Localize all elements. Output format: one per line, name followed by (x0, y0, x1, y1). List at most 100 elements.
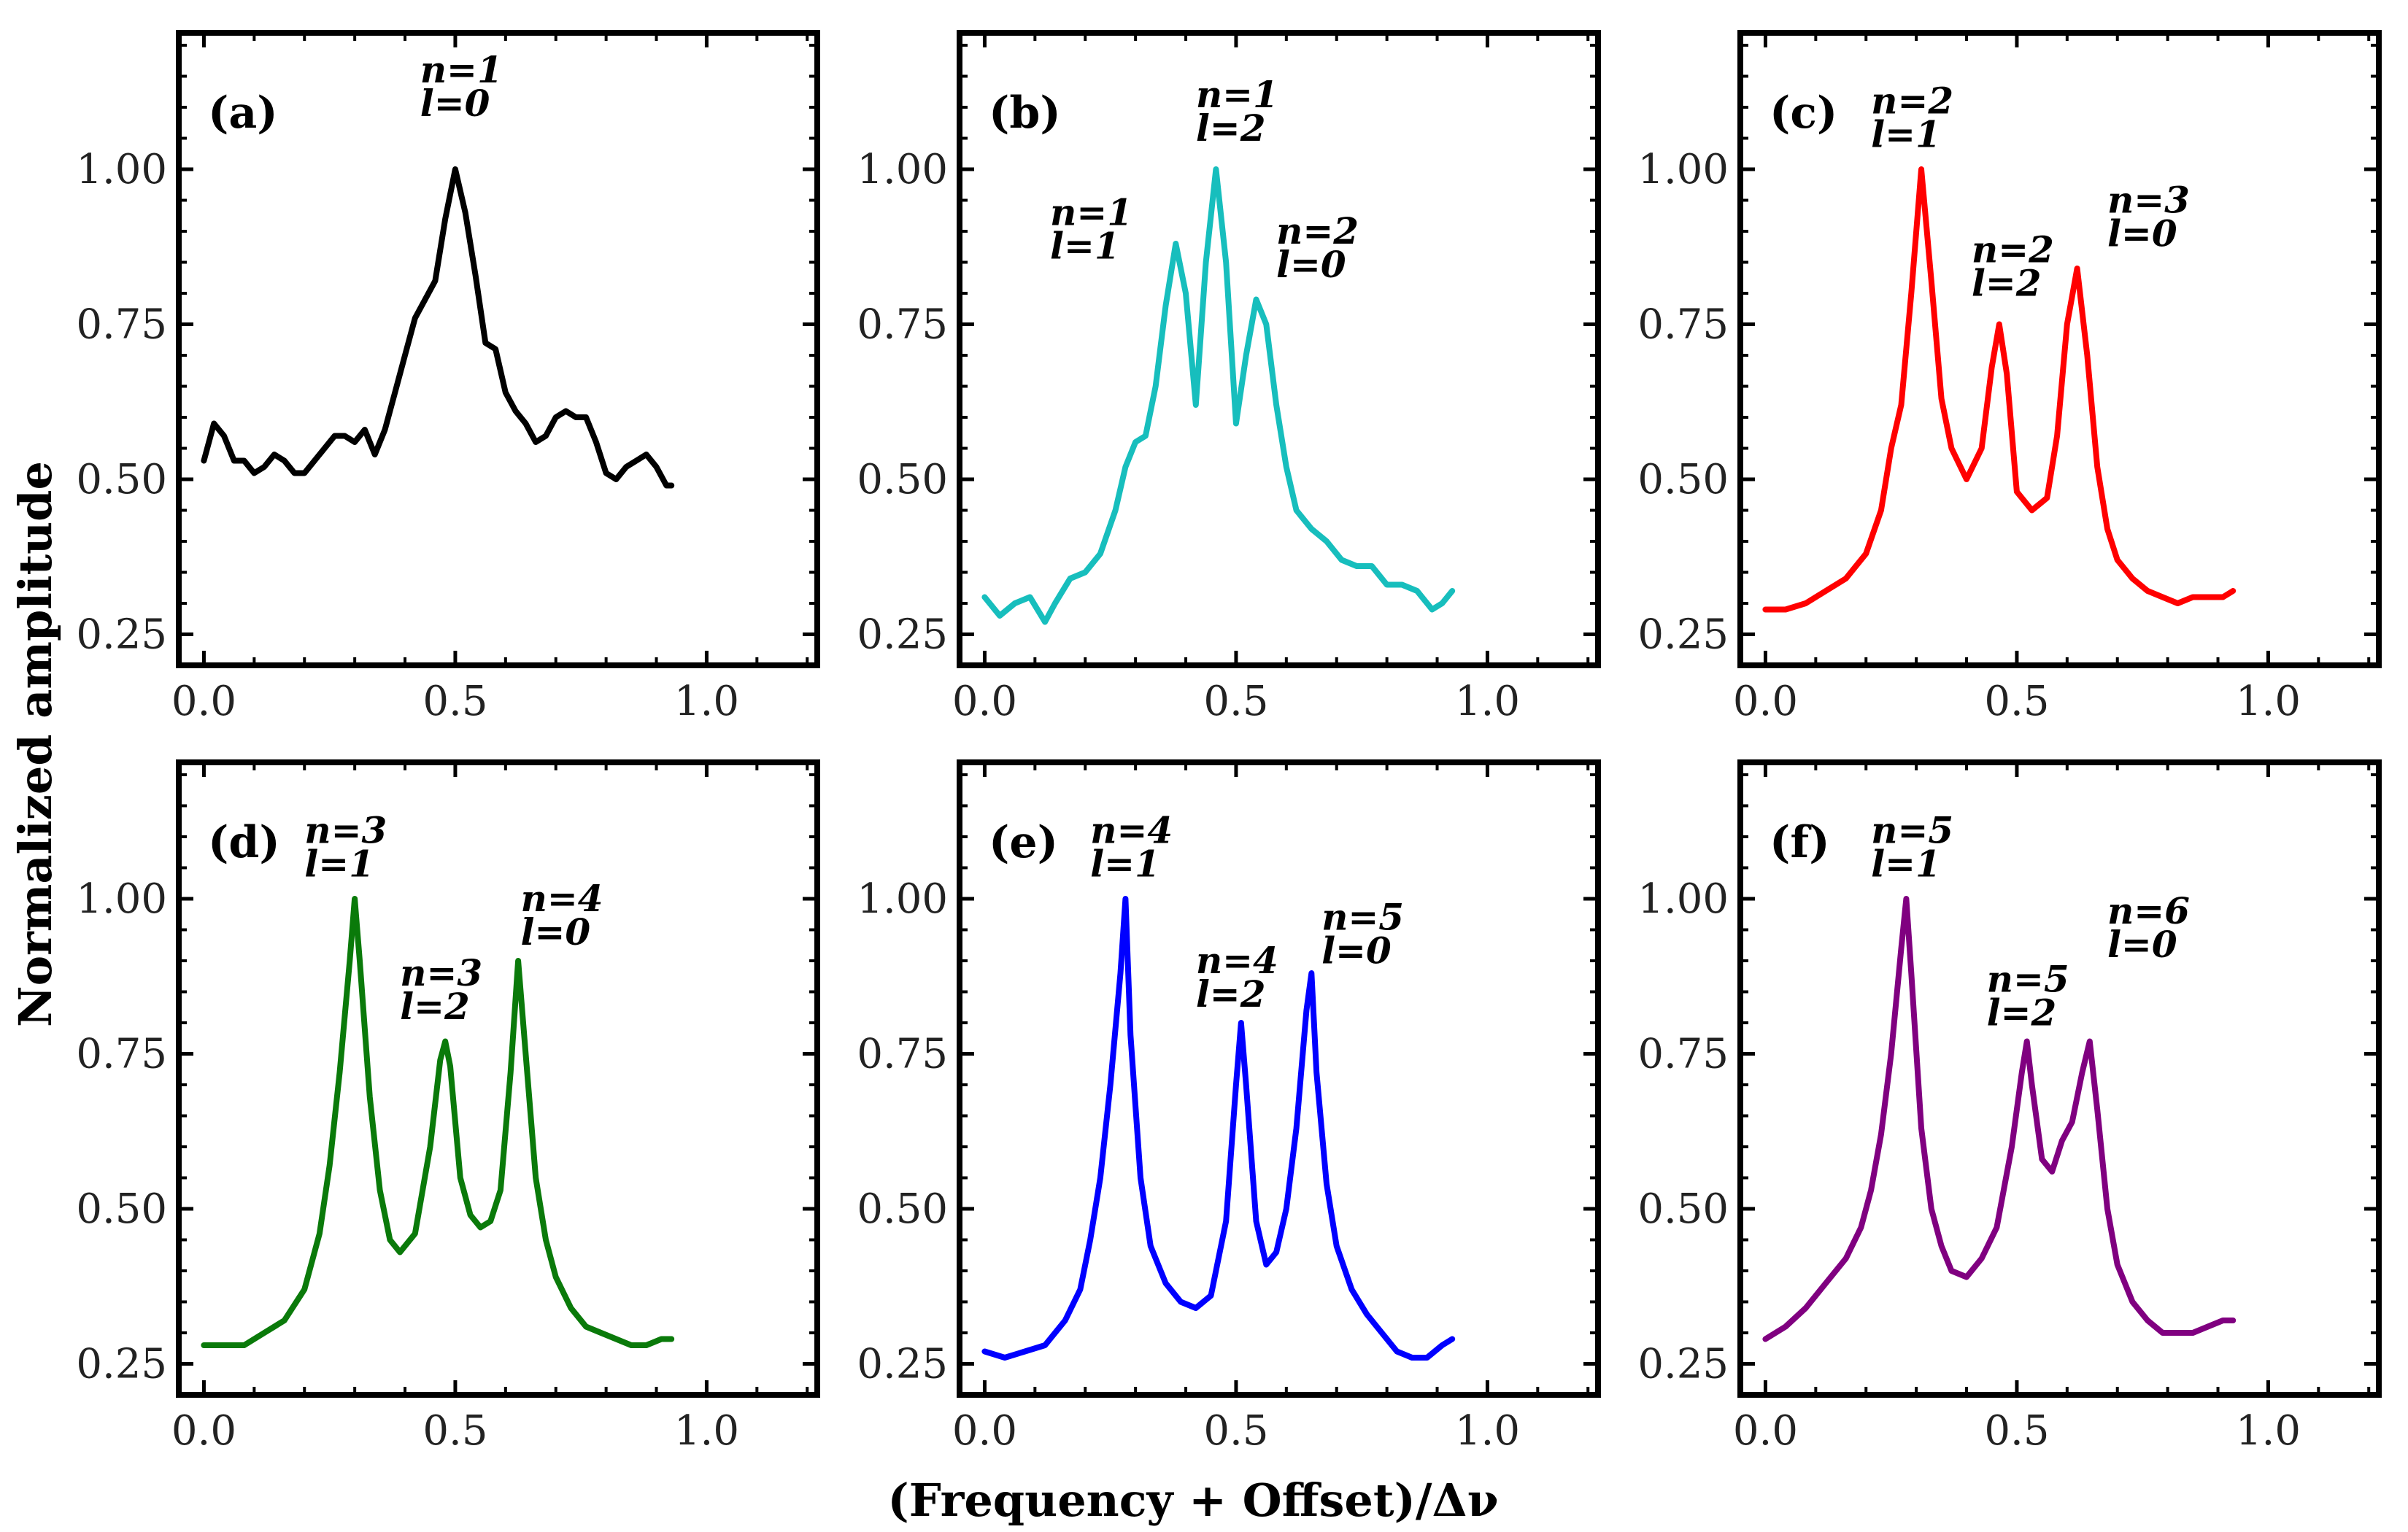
y-tick-label: 0.50 (1637, 456, 1729, 503)
annotation-line: n=6 (2107, 889, 2190, 932)
x-tick-label: 1.0 (674, 1407, 739, 1455)
mode-annotation: n=4l=2 (1196, 939, 1278, 1015)
plot-frame (176, 30, 820, 668)
panel-b: 0.0 0.5 1.0 0.25 0.50 0.75 1.00 (b) n=1l=1 n=1l=2… (857, 30, 1601, 725)
mode-annotation: n=5l=0 (1321, 896, 1404, 972)
y-tick-label: 0.50 (857, 456, 948, 503)
x-tick-label: 0.0 (171, 678, 236, 725)
x-tick-label: 0.5 (1984, 1407, 2049, 1455)
x-tick-label: 1.0 (1455, 1407, 1520, 1455)
panel-label: (c) (1770, 88, 1837, 139)
mode-annotation: n=1l=1 (1050, 191, 1132, 268)
annotation-line: l=2 (1196, 972, 1266, 1015)
plot-frame (176, 759, 820, 1398)
annotation-line: n=2 (1972, 228, 2054, 271)
x-axis-title: (Frequency + Offset)/Δν (887, 1474, 1498, 1527)
annotation-line: l=0 (2107, 923, 2177, 966)
mode-annotation: n=6l=0 (2107, 889, 2190, 966)
y-tick-label: 1.00 (1637, 875, 1729, 923)
mode-annotation: n=5l=1 (1871, 809, 1953, 886)
annotation-line: l=0 (2107, 212, 2177, 255)
x-tick-label: 0.5 (1984, 678, 2049, 725)
annotation-line: n=3 (400, 951, 482, 994)
x-tick-label: 0.0 (1733, 1407, 1798, 1455)
annotation-line: l=2 (1987, 991, 2057, 1034)
y-tick-label: 1.00 (76, 875, 167, 923)
mode-annotation: n=3l=2 (400, 951, 482, 1028)
panels-group: 0.0 0.5 1.00.250.500.751.00(a)n=1l=00.0 0.5… (76, 30, 2382, 1455)
mode-annotation: n=4l=1 (1090, 809, 1173, 886)
x-tick-label: 0.0 (1733, 678, 1798, 725)
annotation-line: l=1 (1871, 113, 1941, 156)
panel-label: (a) (208, 88, 278, 139)
mode-annotation: n=1l=2 (1196, 73, 1278, 150)
mode-annotation: n=3l=1 (304, 809, 387, 886)
annotation-line: l=2 (400, 985, 470, 1028)
panel-a: 0.0 0.5 1.0 0.25 0.50 0.75 1.00 (a) n=1l=0 (76, 30, 820, 725)
plot-frame (957, 30, 1601, 668)
y-tick-label: 0.75 (1637, 1031, 1729, 1078)
y-tick-label: 0.50 (857, 1185, 948, 1233)
panel-c: 0.0 0.5 1.00.250.500.751.00(c) n=2l=1n=2l=2… (1637, 30, 2382, 725)
y-tick-label: 1.00 (857, 146, 948, 193)
annotation-line: n=4 (1090, 809, 1173, 852)
annotation-line: l=1 (1871, 843, 1941, 886)
y-tick-label: 0.25 (1637, 1341, 1729, 1388)
y-tick-label: 0.25 (1637, 611, 1729, 659)
y-tick-label: 0.25 (857, 611, 948, 659)
x-tick-label: 0.0 (952, 678, 1017, 725)
x-tick-label: 1.0 (674, 678, 739, 725)
y-tick-label: 0.50 (76, 456, 167, 503)
mode-annotation: n=3l=0 (2107, 179, 2190, 255)
panel-label: (b) (989, 88, 1061, 139)
y-tick-label: 0.25 (857, 1341, 948, 1388)
y-tick-label: 1.00 (76, 146, 167, 193)
annotation-line: n=5 (1871, 809, 1953, 852)
mode-annotation: n=1l=0 (420, 48, 503, 125)
y-axis-title: Normalized amplitude (9, 461, 62, 1027)
y-tick-label: 0.75 (857, 301, 948, 349)
annotation-line: l=0 (1321, 929, 1392, 972)
annotation-line: l=0 (1276, 243, 1346, 286)
plot-frame (1737, 759, 2382, 1398)
series-line (981, 166, 1456, 625)
x-tick-label: 0.5 (422, 678, 487, 725)
series-line (1762, 166, 2237, 613)
annotation-line: n=2 (1871, 80, 1953, 123)
series-line (981, 896, 1456, 1361)
annotation-line: n=1 (420, 48, 503, 91)
series-line (201, 896, 675, 1348)
x-tick-label: 0.5 (422, 1407, 487, 1455)
panel-label: (f) (1770, 817, 1830, 868)
annotation-line: l=1 (1050, 225, 1120, 268)
x-tick-label: 1.0 (1455, 678, 1520, 725)
annotation-line: n=3 (2107, 179, 2190, 222)
y-tick-label: 0.75 (76, 1031, 167, 1078)
x-tick-label: 0.5 (1203, 678, 1268, 725)
panel-e: 0.0 0.5 1.00.250.500.751.00(e) n=4l=1n=4l=2… (857, 759, 1601, 1455)
annotation-line: l=0 (521, 910, 591, 953)
x-tick-label: 0.5 (1203, 1407, 1268, 1455)
plot-frame (957, 759, 1601, 1398)
x-tick-label: 1.0 (2236, 678, 2301, 725)
x-tick-label: 1.0 (2236, 1407, 2301, 1455)
y-tick-label: 0.75 (76, 301, 167, 349)
series-line (201, 166, 675, 489)
annotation-line: n=3 (304, 809, 387, 852)
mode-annotation: n=4l=0 (521, 877, 603, 953)
annotation-line: n=2 (1276, 209, 1359, 252)
annotation-line: l=1 (304, 843, 374, 886)
annotation-line: l=2 (1972, 262, 2042, 305)
annotation-line: n=5 (1987, 958, 2069, 1001)
annotation-line: l=2 (1196, 107, 1266, 150)
panel-label: (d) (208, 817, 280, 868)
y-tick-label: 1.00 (1637, 146, 1729, 193)
x-tick-label: 0.0 (171, 1407, 236, 1455)
panel-label: (e) (989, 817, 1058, 868)
annotation-line: n=5 (1321, 896, 1404, 939)
y-tick-label: 0.25 (76, 1341, 167, 1388)
annotation-line: n=4 (521, 877, 603, 920)
mode-annotation: n=2l=2 (1972, 228, 2054, 305)
mode-annotation: n=5l=2 (1987, 958, 2069, 1034)
